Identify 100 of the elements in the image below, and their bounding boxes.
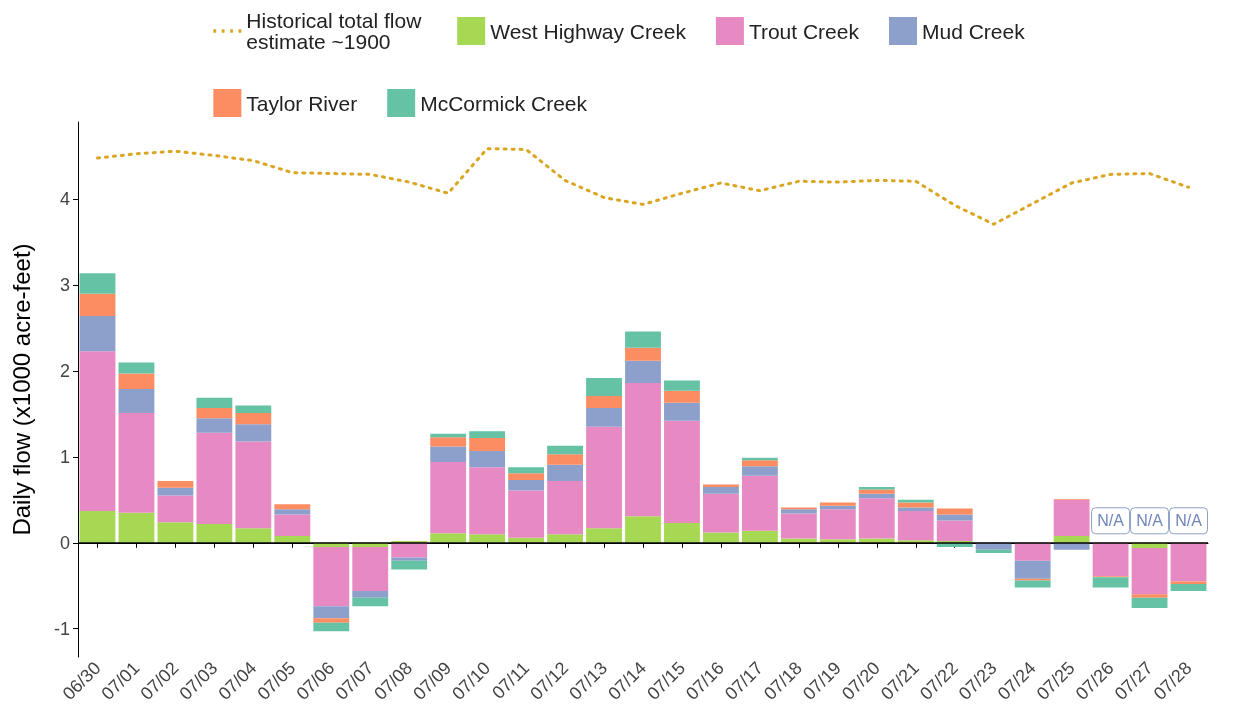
bar [508,467,545,474]
legend-label: Trout Creek [748,19,860,43]
bar [469,467,506,535]
y-tick-label: 2 [59,361,70,382]
bar [625,331,661,348]
bar [313,606,350,619]
bar [936,508,973,515]
bar [79,316,116,352]
bar [858,498,895,539]
bar [1014,560,1051,579]
legend-label: McCormick Creek [420,91,588,115]
bar [508,490,545,538]
bar [1131,547,1168,595]
legend-label: Historical total flow estimate ~1900 [246,9,428,53]
bar [780,509,817,514]
y-axis-title: Daily flow (x1000 acre-feet) [7,243,35,536]
bar [430,437,467,447]
bar [741,466,778,476]
bar [196,432,233,524]
bar [664,523,700,543]
bar [118,512,155,543]
bar [79,351,116,512]
bar [157,480,194,488]
bar [430,533,467,543]
bar [547,445,583,455]
bar [235,424,272,442]
bar [741,475,778,531]
bar [664,390,700,403]
annotation: N/A [1097,512,1125,530]
bar [741,530,778,543]
bar [819,509,856,540]
bar [313,618,350,623]
bar [157,495,194,523]
bar [1170,542,1207,582]
bar [313,622,350,632]
bar [196,418,233,433]
bar [79,293,116,317]
bar [430,446,467,463]
bar [664,402,700,421]
bar [1170,584,1207,591]
bar [235,405,272,414]
y-tick-label: 4 [59,189,70,210]
bar [547,480,583,535]
legend-label: Mud Creek [921,19,1026,43]
bar [547,454,583,465]
bar [780,513,817,539]
bar [118,362,155,374]
legend-label: West Highway Creek [490,19,687,43]
bar [157,487,194,496]
bar [469,450,506,468]
bar [897,511,934,541]
bar [235,528,272,543]
bar [664,420,700,524]
legend-label: Taylor River [246,91,358,115]
bar [703,486,739,494]
y-tick-label: 1 [59,446,70,467]
bar [391,557,428,561]
bar [819,502,856,506]
bar [586,395,622,408]
bar [196,407,233,419]
bar [1131,594,1168,598]
bar [1092,542,1129,577]
bar [1131,597,1168,609]
bar [274,509,311,515]
bar [274,504,311,510]
bar [858,486,895,490]
bar [79,511,116,543]
bar [703,484,739,487]
bar [352,597,389,607]
bar [313,547,350,607]
bar [703,532,739,543]
bar [936,520,973,542]
bar [79,273,116,294]
bar [1170,581,1207,585]
bar [625,347,661,361]
bar [664,380,700,391]
y-tick-label: 3 [59,275,70,296]
bar [118,413,155,513]
bar [469,431,506,439]
y-tick-label: 0 [59,532,70,553]
bar [625,516,661,543]
bar [897,502,934,508]
bar [196,397,233,408]
bar [625,383,661,517]
annotation: N/A [1136,512,1164,530]
bar [858,493,895,499]
bar [430,462,467,534]
bar [586,528,622,543]
bar [391,542,428,558]
bar [741,460,778,467]
bar [274,514,311,536]
y-tick-label: -1 [53,618,70,639]
bar [391,560,428,570]
bar [625,360,661,384]
bar [936,514,973,521]
bar [508,473,545,481]
bar [586,407,622,427]
bar [118,373,155,390]
line-series [95,147,1191,226]
bar [508,480,545,491]
